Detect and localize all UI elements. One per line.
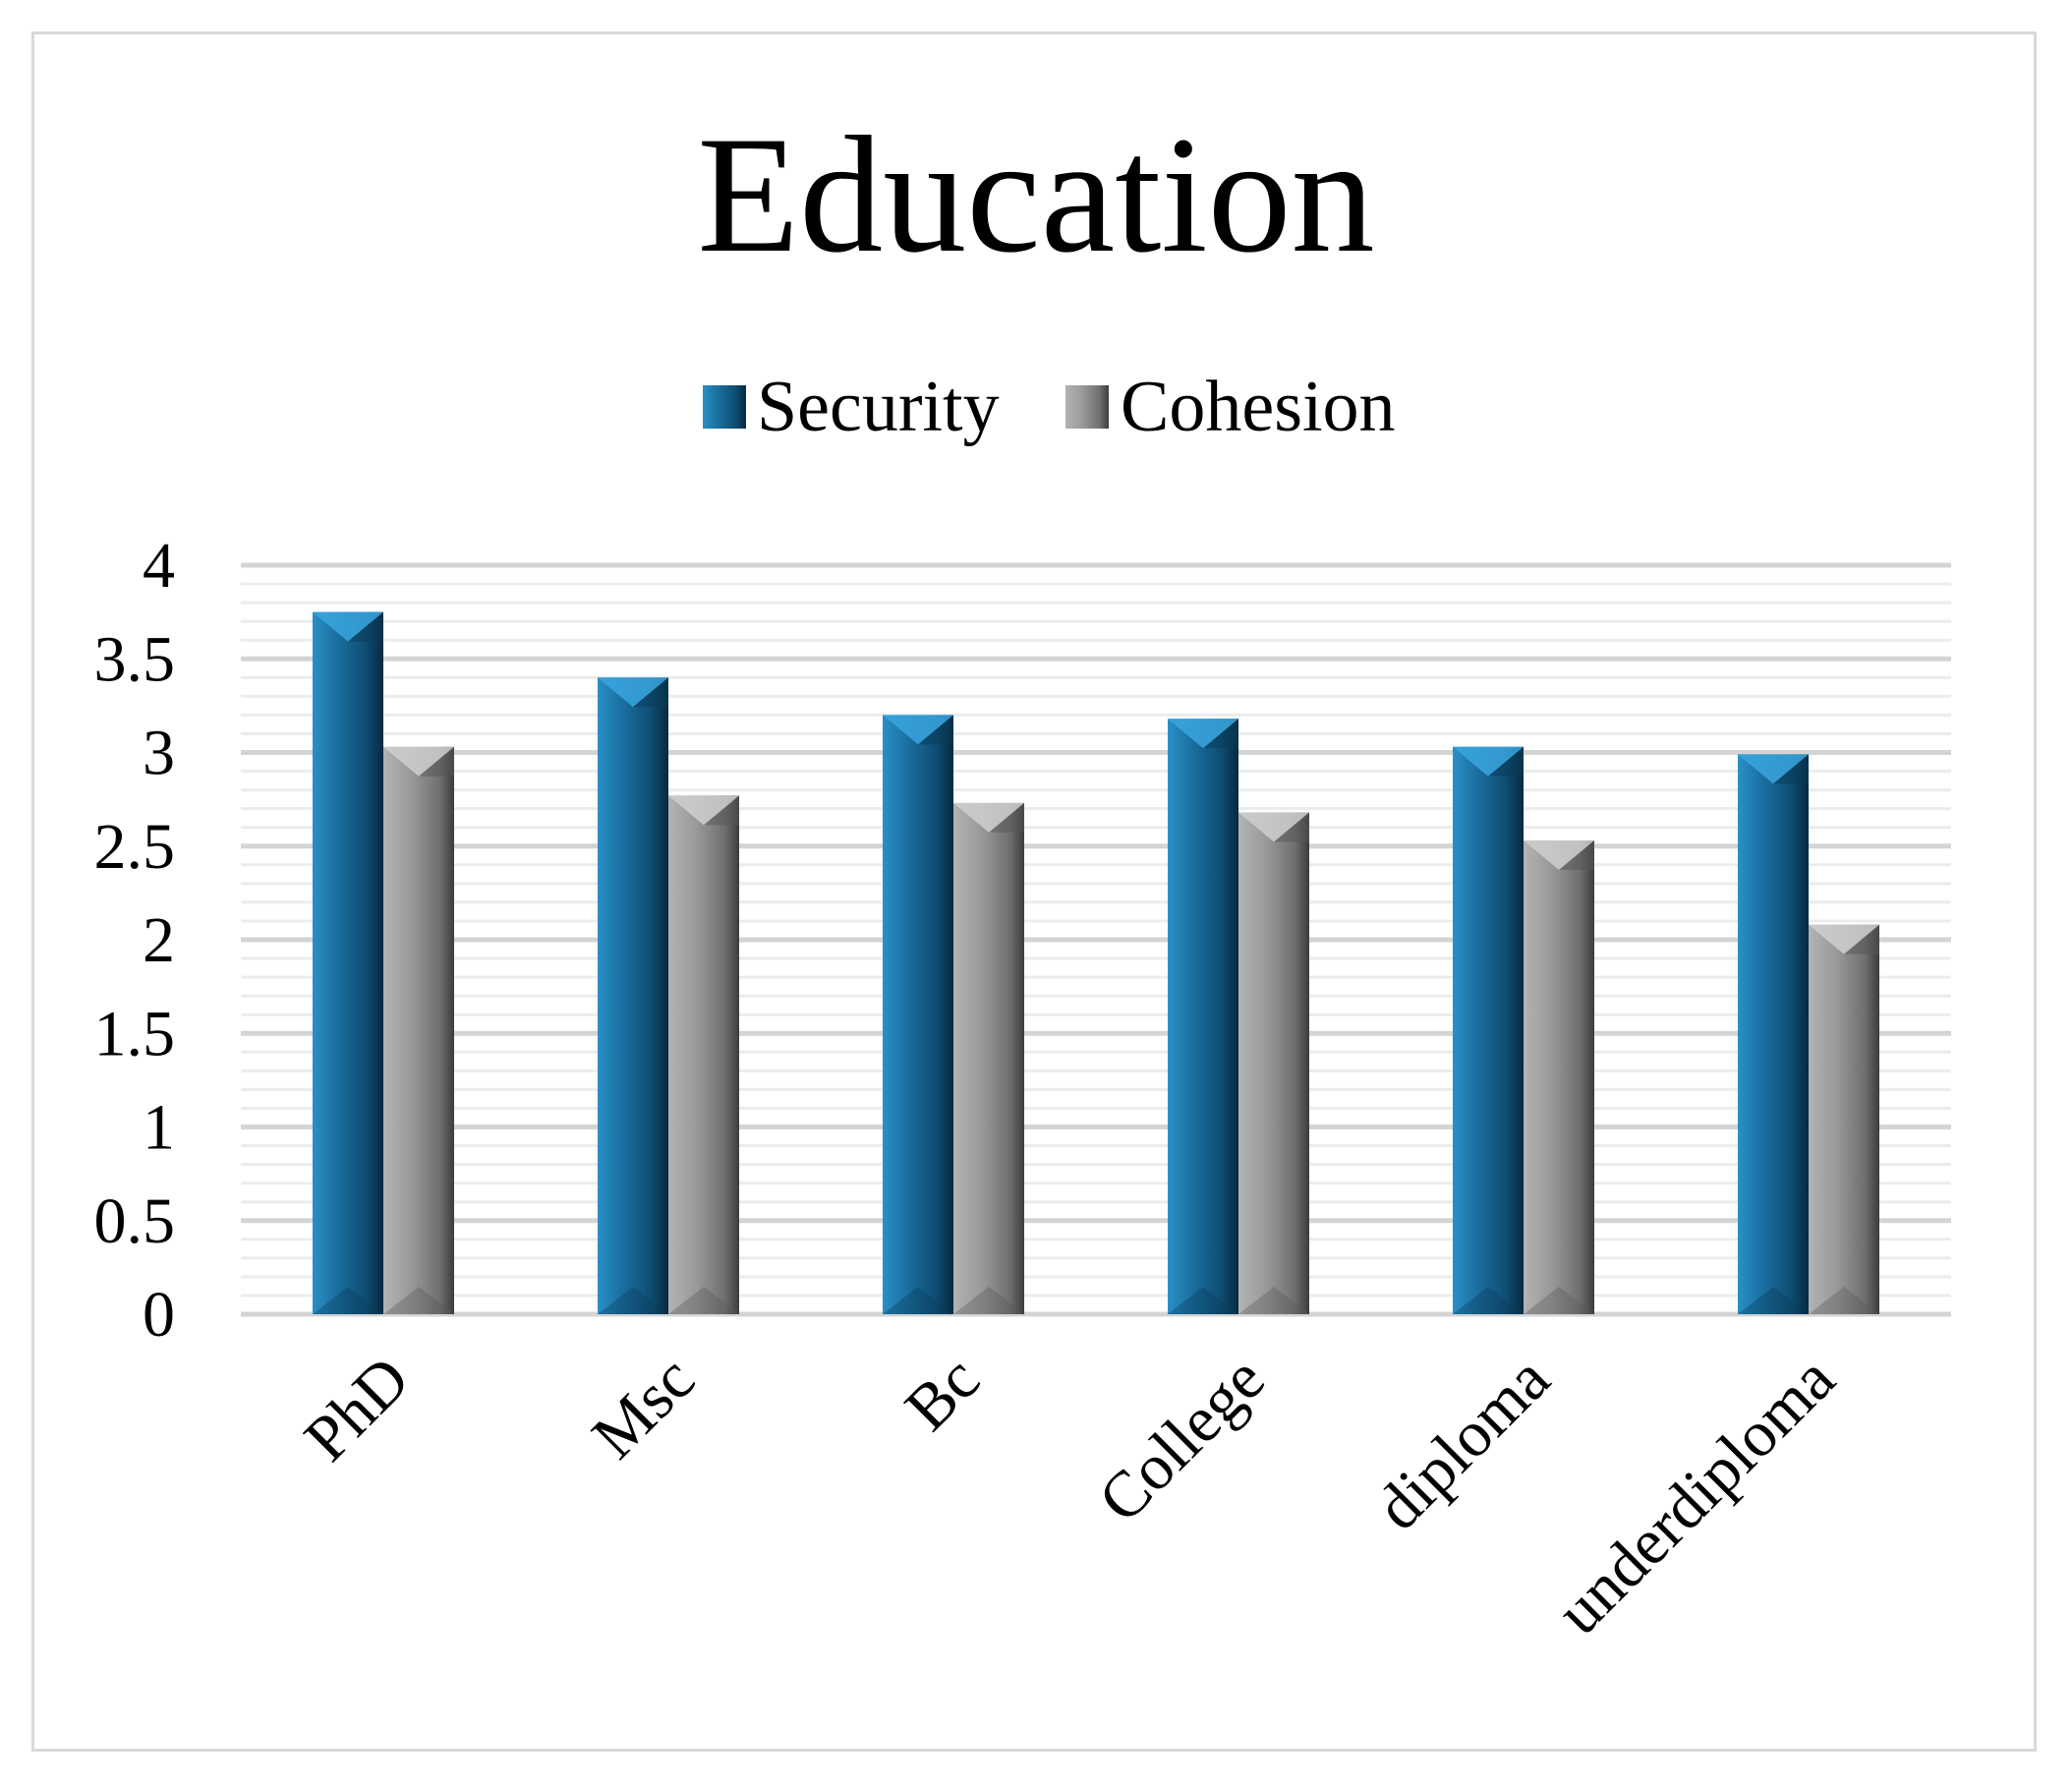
bar-security-bevel	[1203, 719, 1238, 749]
y-tick-label: 2.5	[94, 811, 176, 883]
bar-security-cap	[598, 677, 668, 708]
bar-cohesion-body	[1809, 924, 1879, 1314]
bar-security-body	[598, 677, 668, 1314]
bar-security	[1168, 719, 1238, 1314]
bar-security-body	[313, 611, 383, 1314]
bar-cohesion	[953, 802, 1024, 1314]
bar-security-base	[1168, 1287, 1238, 1314]
bar-cohesion-base	[1809, 1287, 1879, 1314]
x-category-label: Bc	[892, 1343, 993, 1444]
bar-security-cap	[883, 715, 953, 745]
bar-cohesion	[1524, 840, 1594, 1314]
x-category-label: Msc	[579, 1343, 709, 1472]
bar-security-body	[883, 715, 953, 1314]
bar-security-cap	[1168, 719, 1238, 749]
bar-cohesion	[383, 746, 454, 1314]
bar-cohesion-bevel	[1274, 812, 1309, 842]
x-category-label: College	[1085, 1343, 1279, 1536]
bar-security-base	[883, 1287, 953, 1314]
bar-security-bevel	[918, 715, 953, 745]
y-tick-label: 3.5	[94, 623, 176, 695]
bar-cohesion-cap	[668, 795, 739, 826]
y-tick-label: 3	[143, 718, 175, 789]
legend: Security Cohesion	[703, 367, 1396, 447]
y-tick-label: 0.5	[94, 1185, 176, 1257]
bar-cohesion-base	[383, 1287, 454, 1314]
bar-security	[883, 715, 953, 1314]
bar-security-bevel	[348, 611, 383, 642]
bar-security	[1738, 754, 1809, 1314]
bar-security-body	[1453, 746, 1524, 1314]
bar-cohesion-cap	[1524, 840, 1594, 871]
legend-swatch-security	[703, 385, 746, 429]
bar-cohesion-bevel	[989, 802, 1024, 833]
bar-security-cap	[1453, 746, 1524, 777]
legend-label-cohesion: Cohesion	[1121, 367, 1396, 447]
x-category-label: diploma	[1362, 1343, 1564, 1544]
bar-cohesion-body	[1238, 812, 1309, 1314]
bar-security	[313, 611, 383, 1314]
y-tick-label: 1	[143, 1092, 175, 1164]
x-category-label: underdiploma	[1543, 1343, 1849, 1648]
y-tick-label: 1.5	[94, 998, 176, 1069]
bar-security	[1453, 746, 1524, 1314]
bar-cohesion	[668, 795, 739, 1314]
bar-cohesion-base	[668, 1287, 739, 1314]
bar-security-bevel	[1773, 754, 1809, 784]
y-tick-label: 4	[143, 530, 175, 602]
bar-security-body	[1168, 719, 1238, 1314]
bar-security-bevel	[633, 677, 668, 708]
y-tick-label: 0	[143, 1279, 175, 1351]
bar-cohesion-body	[1524, 840, 1594, 1314]
bar-cohesion-cap	[1809, 924, 1879, 954]
bar-cohesion-cap	[383, 746, 454, 777]
bar-cohesion-base	[1238, 1287, 1309, 1314]
bar-cohesion-base	[1524, 1287, 1594, 1314]
bar-cohesion-bevel	[419, 746, 454, 777]
bar-security-cap	[313, 611, 383, 642]
bar-security-base	[1738, 1287, 1809, 1314]
bars	[313, 611, 1879, 1314]
bar-security-bevel	[1488, 746, 1524, 777]
bar-security-cap	[1738, 754, 1809, 784]
y-axis-ticks: 0 0.5 1 1.5 2 2.5 3 3.5 4	[94, 530, 176, 1351]
bar-cohesion	[1238, 812, 1309, 1314]
bar-security-base	[598, 1287, 668, 1314]
legend-swatch-cohesion	[1065, 385, 1109, 429]
gridlines	[241, 562, 1951, 1317]
bar-cohesion-body	[668, 795, 739, 1314]
legend-label-security: Security	[757, 367, 1000, 447]
bar-cohesion-body	[953, 802, 1024, 1314]
bar-cohesion	[1809, 924, 1879, 1314]
bar-cohesion-base	[953, 1287, 1024, 1314]
y-tick-label: 2	[143, 904, 175, 976]
bar-security-base	[1453, 1287, 1524, 1314]
bar-cohesion-cap	[953, 802, 1024, 833]
x-category-label: PhD	[291, 1343, 424, 1475]
chart-title: Education	[697, 102, 1374, 287]
bar-cohesion-body	[383, 746, 454, 1314]
bar-cohesion-bevel	[1844, 924, 1879, 954]
bar-cohesion-bevel	[1559, 840, 1594, 871]
bar-cohesion-cap	[1238, 812, 1309, 842]
bar-cohesion-bevel	[704, 795, 739, 826]
bar-security-base	[313, 1287, 383, 1314]
bar-security-body	[1738, 754, 1809, 1314]
bar-security	[598, 677, 668, 1314]
